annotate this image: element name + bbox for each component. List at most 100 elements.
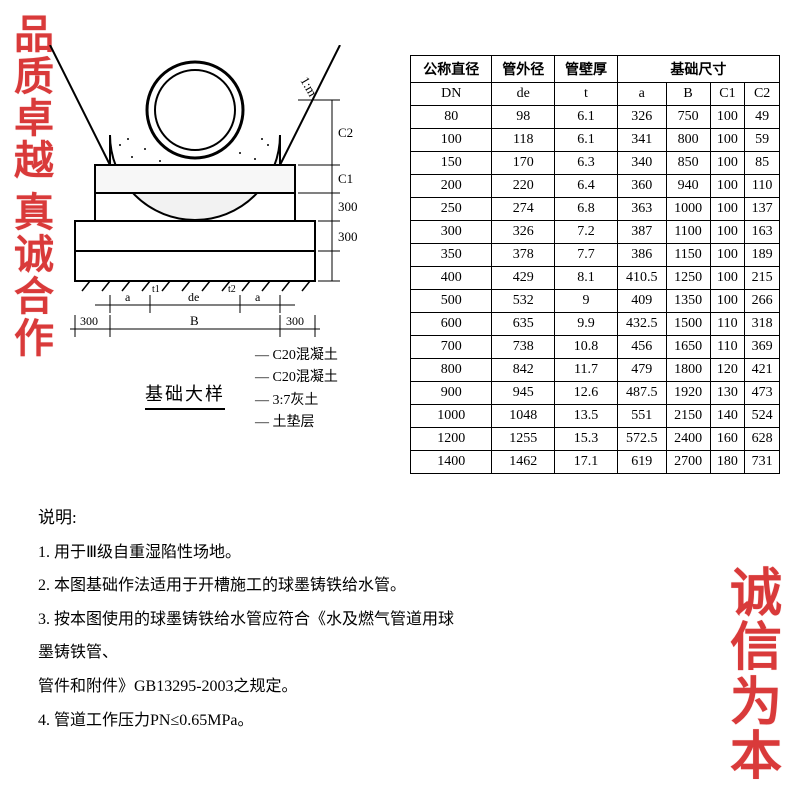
th-C1: C1 xyxy=(710,83,745,106)
table-cell: 12.6 xyxy=(555,382,618,405)
table-cell: 13.5 xyxy=(555,405,618,428)
table-row: 90094512.6487.51920130473 xyxy=(411,382,780,405)
table-cell: 200 xyxy=(411,175,492,198)
table-cell: 340 xyxy=(617,152,666,175)
table-cell: 100 xyxy=(710,129,745,152)
table-row: 50053294091350100266 xyxy=(411,290,780,313)
slope-label: 1:m xyxy=(297,74,320,99)
table-header-row-2: DN de t a B C1 C2 xyxy=(411,83,780,106)
table-cell: 118 xyxy=(492,129,555,152)
table-cell: 479 xyxy=(617,359,666,382)
table-row: 1000104813.55512150140524 xyxy=(411,405,780,428)
table-cell: 940 xyxy=(666,175,710,198)
table-cell: 220 xyxy=(492,175,555,198)
table-cell: 59 xyxy=(745,129,780,152)
table-cell: 6.3 xyxy=(555,152,618,175)
table-cell: 100 xyxy=(710,244,745,267)
th-C2: C2 xyxy=(745,83,780,106)
table-cell: 180 xyxy=(710,451,745,474)
table-cell: 731 xyxy=(745,451,780,474)
table-cell: 11.7 xyxy=(555,359,618,382)
dim-a-left: a xyxy=(125,290,131,304)
th-B: B xyxy=(666,83,710,106)
table-cell: 140 xyxy=(710,405,745,428)
table-cell: 800 xyxy=(411,359,492,382)
table-cell: 551 xyxy=(617,405,666,428)
table-cell: 429 xyxy=(492,267,555,290)
notes-title: 说明: xyxy=(38,500,458,536)
table-cell: 1200 xyxy=(411,428,492,451)
table-cell: 98 xyxy=(492,106,555,129)
table-cell: 49 xyxy=(745,106,780,129)
table-cell: 473 xyxy=(745,382,780,405)
table-cell: 215 xyxy=(745,267,780,290)
table-cell: 100 xyxy=(710,221,745,244)
table-cell: 15.3 xyxy=(555,428,618,451)
table-cell: 1048 xyxy=(492,405,555,428)
table-cell: 900 xyxy=(411,382,492,405)
table-cell: 266 xyxy=(745,290,780,313)
table-cell: 1400 xyxy=(411,451,492,474)
diagram-title: 基础大样 xyxy=(145,380,225,410)
table-cell: 487.5 xyxy=(617,382,666,405)
table-row: 80986.132675010049 xyxy=(411,106,780,129)
table-cell: 619 xyxy=(617,451,666,474)
table-cell: 120 xyxy=(710,359,745,382)
table-body: 80986.1326750100491001186.13418001005915… xyxy=(411,106,780,474)
table-cell: 100 xyxy=(710,106,745,129)
dim-c1: C1 xyxy=(338,171,353,186)
table-cell: 100 xyxy=(710,198,745,221)
table-cell: 1000 xyxy=(666,198,710,221)
table-cell: 250 xyxy=(411,198,492,221)
table-cell: 17.1 xyxy=(555,451,618,474)
legend-3: 3:7灰土 xyxy=(255,390,338,412)
note-2: 2. 本图基础作法适用于开槽施工的球墨铸铁给水管。 xyxy=(38,569,458,603)
table-row: 3503787.73861150100189 xyxy=(411,244,780,267)
table-row: 80084211.74791800120421 xyxy=(411,359,780,382)
table-cell: 1150 xyxy=(666,244,710,267)
table-cell: 1500 xyxy=(666,313,710,336)
table-cell: 100 xyxy=(411,129,492,152)
table-cell: 387 xyxy=(617,221,666,244)
table-cell: 326 xyxy=(617,106,666,129)
table-cell: 842 xyxy=(492,359,555,382)
table-cell: 10.8 xyxy=(555,336,618,359)
note-1: 1. 用于Ⅲ级自重湿陷性场地。 xyxy=(38,536,458,570)
table-cell: 1100 xyxy=(666,221,710,244)
table-cell: 800 xyxy=(666,129,710,152)
dim-300-left: 300 xyxy=(80,314,98,328)
table-cell: 1462 xyxy=(492,451,555,474)
table-cell: 572.5 xyxy=(617,428,666,451)
dim-300b: 300 xyxy=(338,229,358,244)
table-cell: 170 xyxy=(492,152,555,175)
table-cell: 100 xyxy=(710,175,745,198)
foundation-svg: C2 C1 300 300 1:m a de a t1 t2 xyxy=(40,45,390,375)
note-4: 4. 管道工作压力PN≤0.65MPa。 xyxy=(38,704,458,738)
table-cell: 850 xyxy=(666,152,710,175)
note-3b: 管件和附件》GB13295-2003之规定。 xyxy=(38,670,458,704)
th-a: a xyxy=(617,83,666,106)
th-de-label: 管外径 xyxy=(492,56,555,83)
th-t-label: 管壁厚 xyxy=(555,56,618,83)
table-cell: 100 xyxy=(710,290,745,313)
table-cell: 160 xyxy=(710,428,745,451)
table-cell: 421 xyxy=(745,359,780,382)
dim-c2: C2 xyxy=(338,125,353,140)
table-cell: 750 xyxy=(666,106,710,129)
table-cell: 80 xyxy=(411,106,492,129)
table-cell: 163 xyxy=(745,221,780,244)
th-dn-label: 公称直径 xyxy=(411,56,492,83)
slogan-bottom-right: 诚信为本 xyxy=(730,568,786,786)
table-cell: 532 xyxy=(492,290,555,313)
table-cell: 150 xyxy=(411,152,492,175)
table-cell: 1350 xyxy=(666,290,710,313)
table-cell: 350 xyxy=(411,244,492,267)
table-cell: 410.5 xyxy=(617,267,666,290)
table-cell: 1800 xyxy=(666,359,710,382)
legend-4: 土垫层 xyxy=(255,412,338,434)
table-cell: 1920 xyxy=(666,382,710,405)
table-cell: 189 xyxy=(745,244,780,267)
table-cell: 1250 xyxy=(666,267,710,290)
table-row: 4004298.1410.51250100215 xyxy=(411,267,780,290)
table-cell: 110 xyxy=(710,313,745,336)
